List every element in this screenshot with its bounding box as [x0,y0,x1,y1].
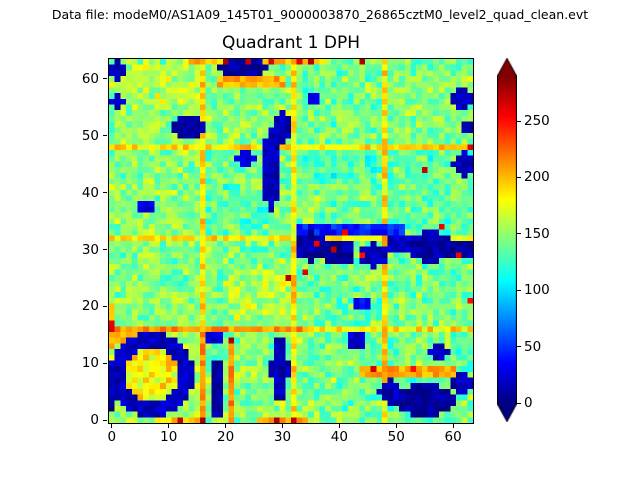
colorbar-tick-label: 200 [524,169,550,186]
colorbar [497,58,517,422]
x-tick-label: 10 [160,429,178,445]
y-tick-mark [103,135,107,137]
colorbar-tick-label: 250 [524,113,550,130]
y-tick-mark [103,192,107,194]
x-tick-label: 30 [273,429,292,445]
x-tick-label: 50 [387,429,405,445]
colorbar-tick-label: 50 [524,338,542,355]
y-tick-mark [103,78,107,80]
plot-frame [108,58,474,424]
y-tick-label: 50 [81,127,99,144]
colorbar-tick-label: 100 [524,282,550,299]
y-tick-label: 20 [81,298,99,315]
y-tick-mark [103,249,107,251]
x-tick-mark [395,424,397,428]
colorbar-tick-mark [517,176,521,178]
colorbar-tick-label: 150 [524,225,550,242]
y-tick-mark [103,305,107,307]
x-tick-label: 20 [217,429,235,445]
y-tick-label: 60 [81,70,99,87]
x-tick-label: 0 [107,429,117,445]
x-tick-label: 60 [444,429,462,445]
x-tick-label: 40 [330,429,348,445]
heatmap-image [109,59,473,423]
x-tick-mark [338,424,340,428]
y-tick-mark [103,362,107,364]
colorbar-tick-label: 0 [524,395,533,411]
colorbar-tick-mark [517,233,521,235]
colorbar-tick-mark [517,120,521,122]
x-tick-mark [281,424,283,428]
y-tick-label: 40 [81,184,99,201]
datafile-text: Data file: modeM0/AS1A09_145T01_90000038… [51,7,589,22]
x-tick-mark [225,424,227,428]
plot-title: Quadrant 1 DPH [222,33,360,53]
colorbar-tick-mark [517,289,521,291]
y-tick-label: 10 [81,355,99,372]
colorbar-tick-mark [517,346,521,348]
colorbar-tick-mark [517,402,521,404]
x-tick-mark [452,424,454,428]
y-tick-mark [103,419,107,421]
x-tick-mark [111,424,113,428]
y-tick-label: 0 [90,412,99,429]
y-tick-label: 30 [81,241,99,258]
x-tick-mark [168,424,170,428]
